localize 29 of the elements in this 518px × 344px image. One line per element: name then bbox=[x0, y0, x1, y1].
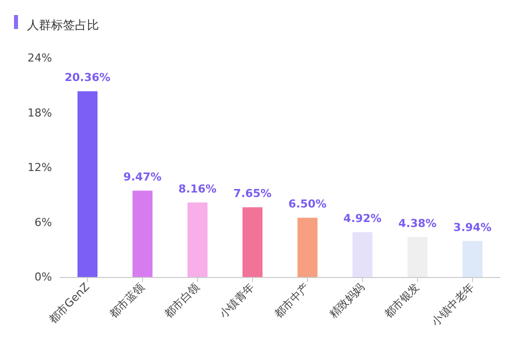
y-tick-label: 24% bbox=[28, 52, 52, 64]
x-tick-label: 都市白领 bbox=[162, 280, 202, 321]
x-tick-label: 精致妈妈 bbox=[326, 280, 368, 321]
y-tick-label: 0% bbox=[34, 270, 52, 284]
y-tick-label: 6% bbox=[34, 216, 52, 229]
bar bbox=[298, 218, 318, 277]
x-tick-label: 都市银发 bbox=[382, 280, 422, 321]
data-label: 4.38% bbox=[398, 217, 437, 230]
data-label: 20.36% bbox=[64, 71, 110, 84]
x-tick-label: 都市中产 bbox=[272, 280, 312, 321]
data-label: 6.50% bbox=[288, 198, 327, 211]
data-label: 9.47% bbox=[123, 170, 162, 184]
x-tick-label: 小镇中老年 bbox=[429, 280, 478, 328]
bar bbox=[188, 202, 208, 277]
x-tick-label: 都市蓝领 bbox=[106, 280, 148, 321]
data-label: 3.94% bbox=[453, 221, 492, 234]
y-tick-label: 18% bbox=[28, 106, 52, 120]
bar bbox=[462, 241, 482, 277]
bar bbox=[78, 91, 98, 277]
bar bbox=[242, 207, 262, 277]
data-label: 4.92% bbox=[343, 212, 382, 226]
x-tick-label: 小镇青年 bbox=[216, 280, 258, 321]
bar bbox=[408, 237, 428, 277]
bar bbox=[352, 232, 372, 277]
y-tick-label: 12% bbox=[28, 161, 52, 174]
chart-title: 人群标签占比 bbox=[27, 18, 99, 32]
bar bbox=[132, 190, 152, 277]
data-label: 8.16% bbox=[178, 182, 217, 196]
data-label: 7.65% bbox=[233, 187, 272, 200]
